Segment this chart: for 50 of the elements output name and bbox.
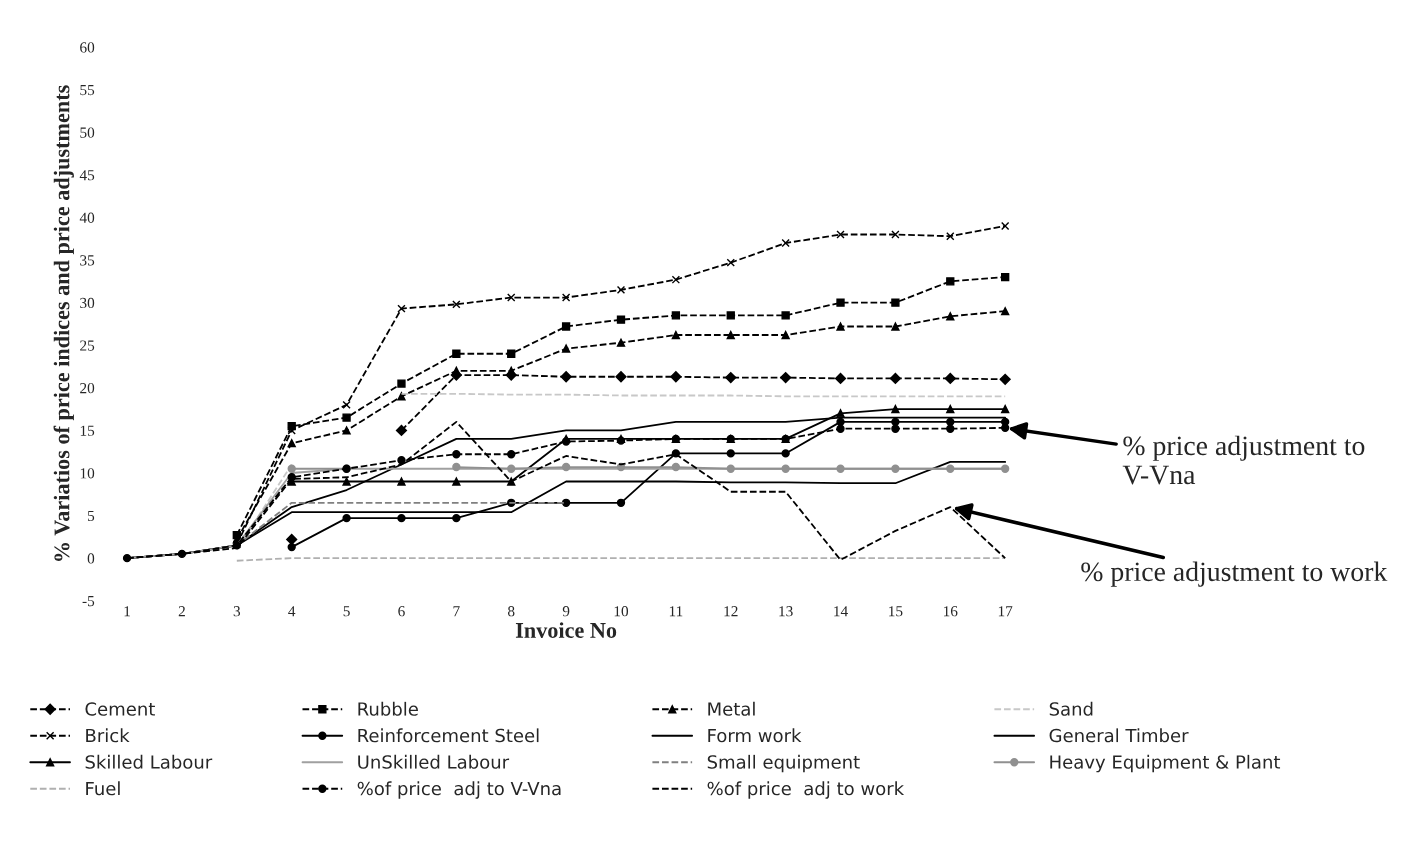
x-tick-label: 1 [124,606,130,617]
legend-label: Sand [1049,701,1093,716]
y-tick-label: 25 [80,340,95,351]
x-tick-label: 4 [288,606,296,617]
y-tick-label: 45 [79,170,95,181]
x-tick-label: 2 [178,606,185,617]
y-tick-label: 50 [80,127,95,138]
y-tick-label: 60 [80,42,95,53]
legend-label: Reinforcement Steel [358,728,539,743]
y-tick-label: 0 [87,553,95,564]
y-tick-label: 5 [88,510,95,522]
legend-label: Cement [85,702,155,716]
legend-label: Fuel [86,781,120,796]
x-axis-title: Invoice No [515,622,617,638]
legend-label: Rubble [358,701,418,716]
x-tick-label: 17 [998,606,1013,617]
legend-label: Small equipment [707,754,860,773]
x-tick-label: 7 [453,606,460,617]
x-tick-label: 13 [779,606,793,617]
x-tick-label: 6 [398,606,405,617]
y-tick-label: 55 [80,85,95,96]
annotation: % price adjustment to work [1081,561,1388,587]
legend-label: Brick [86,728,130,743]
y-tick-label: 20 [80,382,95,394]
legend-label: %of price adj to work [707,781,905,799]
y-tick-label: 40 [79,212,95,223]
x-tick-label: 5 [343,606,350,617]
x-tick-label: 9 [562,606,570,617]
x-tick-label: 12 [724,606,738,617]
legend-label: Skilled Labour [85,754,213,769]
y-tick-label: 35 [80,255,95,266]
legend-label: Metal [708,701,755,716]
legend-label: Heavy Equipment & Plant [1050,754,1281,773]
legend-label: UnSkilled Labour [358,754,510,769]
legend-label: Form work [708,728,802,743]
x-tick-label: 3 [233,606,241,617]
y-tick-label: 15 [80,425,95,436]
y-tick-label: -5 [82,596,95,607]
annotation: % price adjustment to V-Vna [1122,435,1365,485]
y-tick-label: 10 [80,468,95,479]
y-tick-label: 30 [80,297,95,309]
x-tick-label: 14 [834,606,848,617]
x-tick-label: 11 [669,606,683,617]
legend-label: General Timber [1049,728,1189,743]
x-tick-label: 16 [943,606,958,617]
x-tick-label: 8 [507,606,515,617]
y-axis-title: % Variatios of price indices and price adjustments [53,85,74,561]
x-tick-label: 10 [614,606,629,617]
x-tick-label: 15 [889,606,903,617]
legend-label: %of price adj to V-Vna [357,781,561,799]
